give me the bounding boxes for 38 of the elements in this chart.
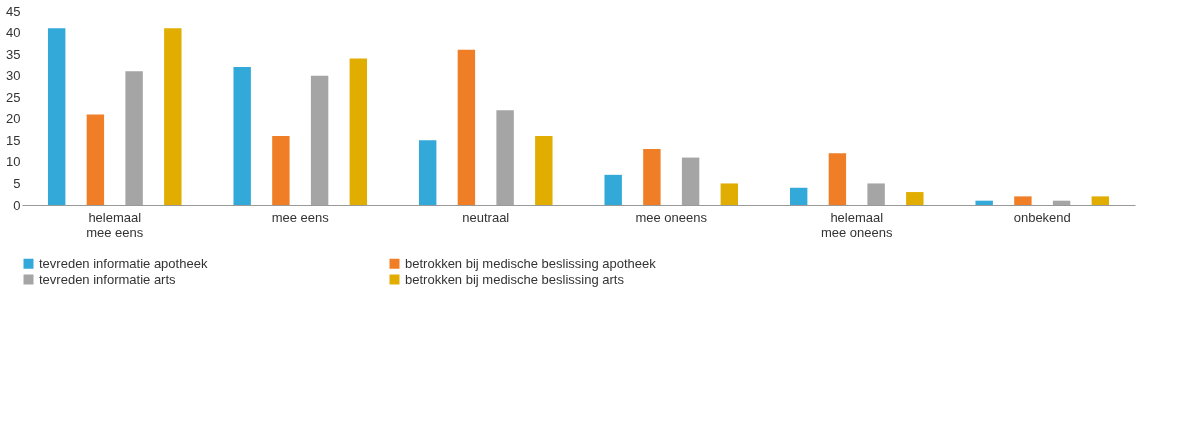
bar: [349, 58, 368, 205]
y-tick-label: 0: [13, 197, 21, 213]
bar: [906, 192, 924, 205]
bar: [86, 114, 105, 205]
x-tick-label: mee eens: [271, 209, 330, 225]
legend-label: tevreden informatie arts: [39, 271, 177, 287]
bar: [828, 153, 847, 205]
y-tick-label: 20: [6, 111, 21, 127]
x-tick-label: onbekend: [1013, 209, 1071, 225]
y-tick-label: 25: [6, 89, 21, 105]
x-tick-label: helemaal mee eens: [86, 209, 144, 240]
bar: [233, 67, 251, 205]
bar: [272, 136, 290, 205]
legend-label: tevreden informatie apotheek: [39, 255, 208, 271]
bar: [604, 174, 622, 205]
y-tick-label: 10: [6, 154, 21, 170]
bar: [789, 187, 808, 205]
bar: [164, 28, 182, 205]
y-tick-label: 15: [6, 132, 21, 148]
x-tick-label: mee oneens: [635, 209, 708, 225]
y-tick-label: 30: [6, 68, 21, 84]
bar: [1014, 196, 1032, 205]
bar: [418, 140, 437, 205]
bar: [535, 136, 553, 205]
bar: [975, 200, 993, 205]
x-tick-label: neutraal: [462, 209, 510, 225]
legend-label: betrokken bij medische beslissing apotheek: [405, 255, 657, 271]
x-tick-label: helemaal mee oneens: [820, 209, 894, 240]
y-tick-label: 40: [6, 25, 21, 41]
legend-label: betrokken bij medische beslissing arts: [405, 271, 625, 287]
y-tick-label: 45: [6, 3, 21, 19]
bar: [720, 183, 739, 205]
y-tick-label: 5: [13, 175, 21, 191]
y-tick-label: 35: [6, 46, 21, 62]
bar: [457, 49, 476, 205]
bar: [1091, 196, 1110, 205]
bar: [47, 28, 66, 205]
bar: [643, 148, 661, 205]
